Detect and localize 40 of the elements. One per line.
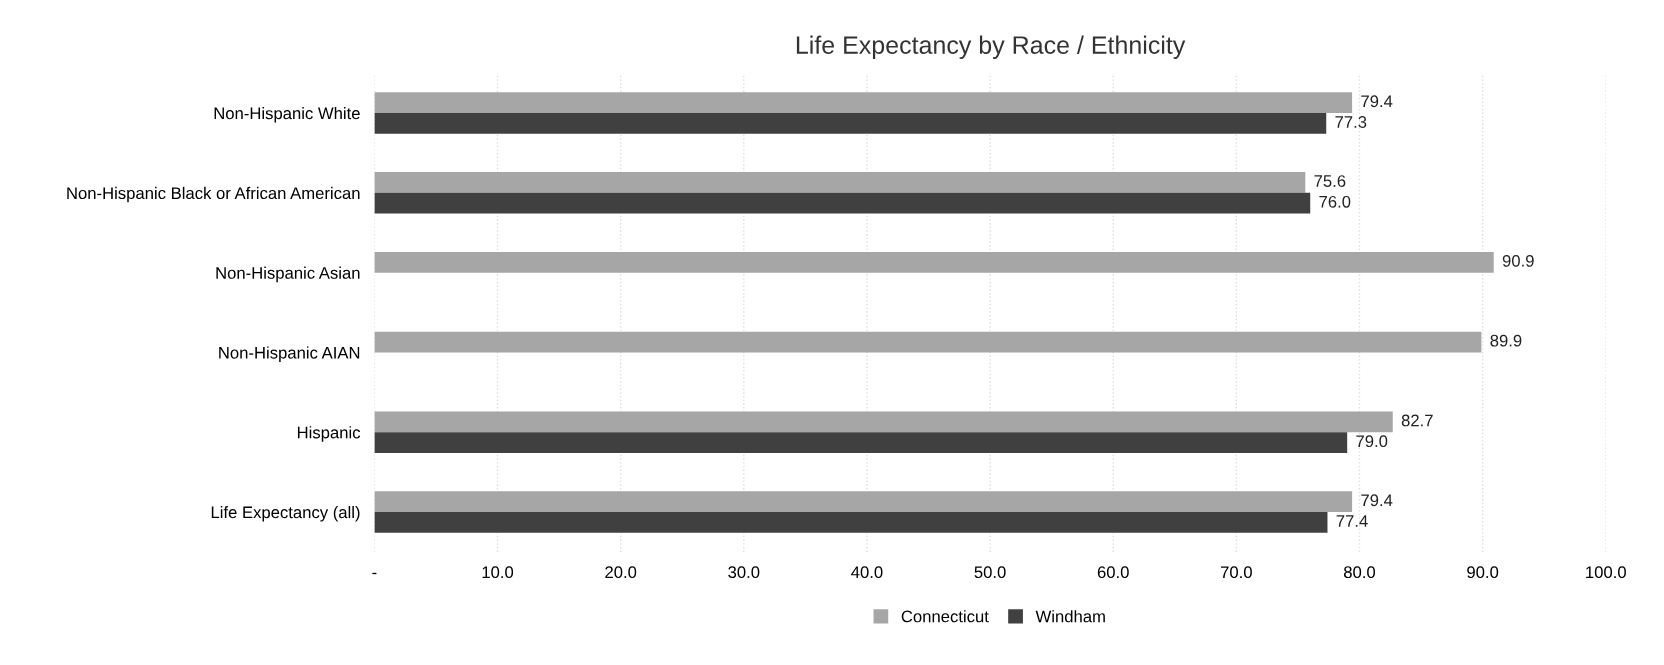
x-tick-label: 80.0 — [1343, 566, 1376, 579]
x-tick-label: 70.0 — [1220, 566, 1252, 579]
y-tick-label: Non-Hispanic Asian — [216, 266, 360, 283]
y-tick-label: Non-Hispanic Black or African American — [67, 186, 360, 203]
x-tick-label: 50.0 — [974, 566, 1006, 579]
bar — [374, 113, 1327, 134]
data-label: 77.4 — [1336, 515, 1368, 527]
x-tick-label: 90.0 — [1467, 566, 1499, 579]
bar — [374, 491, 1353, 513]
y-tick-label: Non-Hispanic AIAN — [219, 346, 360, 362]
y-tick-label: Non-Hispanic White — [214, 107, 360, 123]
y-tick-label: Hispanic — [297, 426, 361, 442]
x-tick-label: 10.0 — [482, 566, 514, 579]
bar — [374, 92, 1353, 114]
x-tick-label: 60.0 — [1097, 566, 1129, 579]
y-tick-label: Life Expectancy (all) — [211, 506, 360, 522]
bar — [374, 432, 1348, 453]
x-tick-label: 100.0 — [1586, 566, 1626, 579]
bar — [374, 172, 1306, 193]
bar — [374, 411, 1393, 433]
x-tick-label: 40.0 — [851, 566, 883, 579]
bar — [374, 512, 1328, 533]
legend-label: Windham — [1035, 610, 1105, 623]
data-label: 90.9 — [1502, 254, 1534, 267]
data-label: 77.3 — [1335, 116, 1367, 128]
x-tick-label: 30.0 — [728, 566, 760, 579]
data-label: 89.9 — [1490, 334, 1522, 347]
bar — [374, 331, 1482, 353]
data-label: 76.0 — [1319, 195, 1351, 208]
legend-label: Connecticut — [901, 610, 989, 623]
bar — [374, 251, 1494, 273]
data-label: 79.4 — [1361, 494, 1393, 507]
data-label: 82.7 — [1401, 414, 1433, 427]
bar — [374, 192, 1311, 214]
data-label: 79.0 — [1356, 435, 1388, 448]
x-tick-label: 20.0 — [605, 566, 637, 579]
data-label: 75.6 — [1314, 175, 1346, 187]
data-label: 79.4 — [1361, 95, 1393, 108]
chart-title: Life Expectancy by Race / Ethnicity — [796, 35, 1186, 59]
x-tick-label: - — [372, 572, 377, 575]
